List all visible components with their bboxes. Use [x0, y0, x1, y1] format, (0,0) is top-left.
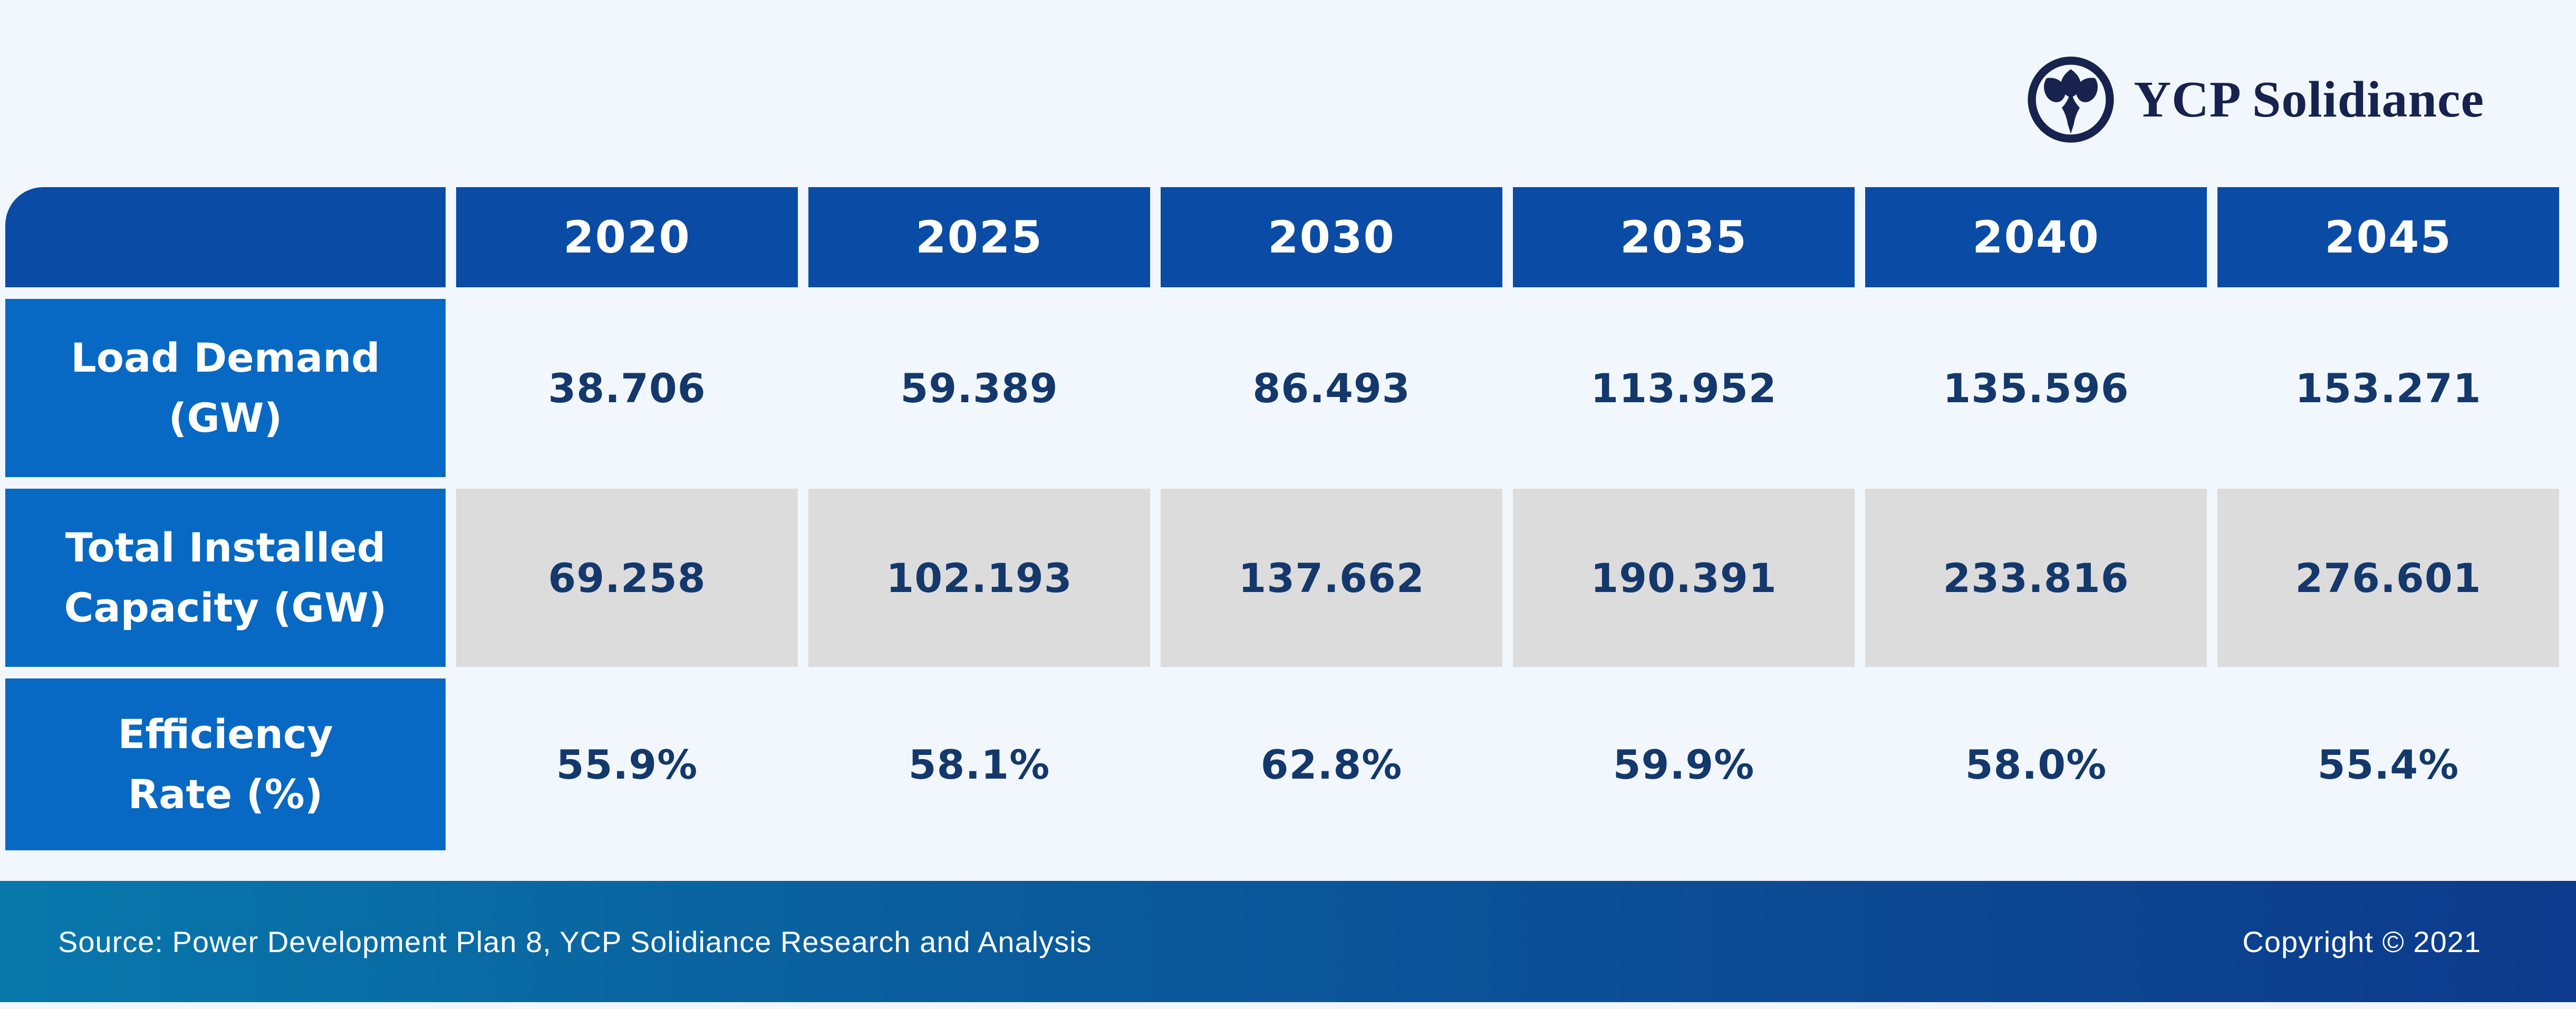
row-label-line: Total Installed	[65, 524, 386, 571]
value-cell: 86.493	[1252, 364, 1411, 412]
footer-bar: Source: Power Development Plan 8, YCP So…	[0, 881, 2576, 1002]
value-cell: 58.0%	[1965, 741, 2107, 788]
value-cell: 59.389	[900, 364, 1058, 412]
value-cell: 38.706	[548, 364, 706, 412]
value-cell: 55.4%	[2317, 741, 2459, 788]
year-header-2045: 2045	[2217, 187, 2559, 287]
row-label-efficiency-rate: Efficiency Rate (%)	[5, 678, 446, 850]
row-label-line: Rate (%)	[128, 771, 323, 818]
row-label-line: Capacity (GW)	[64, 584, 387, 631]
value-cell: 113.952	[1590, 364, 1777, 412]
row-label-line: Efficiency	[118, 711, 333, 758]
value-cell: 153.271	[2295, 364, 2482, 412]
source-note: Source: Power Development Plan 8, YCP So…	[58, 925, 1092, 958]
row-label-total-installed-capacity: Total Installed Capacity (GW)	[5, 489, 446, 667]
year-header-2040: 2040	[1865, 187, 2207, 287]
brand-logo: YCP Solidiance	[2026, 55, 2484, 144]
year-header-2020: 2020	[456, 187, 798, 287]
value-cell: 62.8%	[1260, 741, 1403, 788]
copyright-note: Copyright © 2021	[2242, 925, 2481, 958]
value-cell: 233.816	[1865, 489, 2207, 667]
value-cell: 190.391	[1513, 489, 1855, 667]
brand-name: YCP Solidiance	[2134, 71, 2484, 128]
value-cell: 58.1%	[908, 741, 1050, 788]
ycp-emblem-icon	[2028, 56, 2114, 143]
row-label-load-demand: Load Demand (GW)	[5, 299, 446, 477]
value-cell: 55.9%	[556, 741, 698, 788]
power-development-table: 2020 2025 2030 2035 2040 2045 Load Deman…	[5, 187, 2559, 850]
value-cell: 276.601	[2217, 489, 2559, 667]
row-label-line: (GW)	[168, 394, 283, 441]
year-header-2035: 2035	[1513, 187, 1855, 287]
year-header-2025: 2025	[808, 187, 1150, 287]
value-cell: 135.596	[1943, 364, 2129, 412]
value-cell: 69.258	[456, 489, 798, 667]
year-header-2030: 2030	[1161, 187, 1502, 287]
value-cell: 59.9%	[1613, 741, 1755, 788]
value-cell: 137.662	[1161, 489, 1502, 667]
row-label-line: Load Demand	[71, 334, 380, 381]
value-cell: 102.193	[808, 489, 1150, 667]
header-empty-cell	[5, 187, 446, 287]
